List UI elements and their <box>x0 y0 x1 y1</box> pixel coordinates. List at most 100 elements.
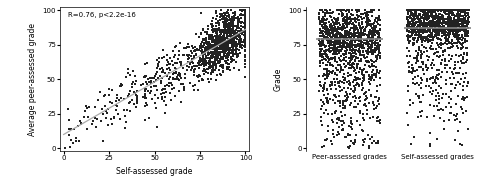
Point <box>124 109 132 112</box>
Point <box>133 100 141 103</box>
Point <box>242 28 250 31</box>
Point <box>328 41 336 43</box>
Point <box>217 33 225 36</box>
Point <box>214 35 222 37</box>
Point <box>416 13 424 16</box>
Point <box>418 9 426 11</box>
Point <box>416 30 424 33</box>
Point <box>434 20 442 23</box>
Point <box>208 47 216 50</box>
Point <box>370 33 378 36</box>
Point <box>212 31 220 34</box>
Point <box>122 120 130 123</box>
Point <box>456 9 464 11</box>
Point <box>222 20 230 23</box>
Point <box>331 26 339 29</box>
Point <box>358 21 366 23</box>
Point <box>414 53 422 56</box>
Point <box>236 13 244 16</box>
Point <box>362 102 370 105</box>
Point <box>200 61 208 64</box>
Point <box>120 109 128 112</box>
Point <box>212 11 220 14</box>
Point <box>223 29 231 32</box>
Point <box>354 33 362 36</box>
Point <box>450 22 458 25</box>
Point <box>207 36 215 39</box>
Point <box>332 22 340 25</box>
Point <box>218 56 226 59</box>
Point <box>356 67 364 70</box>
Point <box>242 43 250 46</box>
Point <box>346 44 354 47</box>
Point <box>426 9 434 12</box>
Point <box>322 68 330 71</box>
Point <box>333 134 341 136</box>
Point <box>457 60 465 63</box>
Point <box>62 146 70 149</box>
Point <box>440 28 448 31</box>
Point <box>173 77 181 80</box>
Point <box>426 30 434 33</box>
Point <box>232 25 239 28</box>
Point <box>409 37 417 39</box>
Point <box>158 87 166 90</box>
Point <box>457 27 465 30</box>
Point <box>438 41 446 44</box>
Point <box>342 53 350 56</box>
Point <box>436 20 444 23</box>
Point <box>429 29 437 32</box>
Point <box>420 51 428 54</box>
Point <box>403 24 411 27</box>
Point <box>218 39 226 42</box>
Point <box>439 18 447 21</box>
Point <box>442 36 450 39</box>
Point <box>356 25 364 28</box>
Point <box>409 30 417 33</box>
Point <box>453 44 461 47</box>
Point <box>442 31 450 33</box>
Point <box>240 33 248 36</box>
Point <box>450 26 458 29</box>
Point <box>128 82 136 85</box>
Point <box>224 35 232 37</box>
Point <box>373 45 381 48</box>
Point <box>360 68 368 71</box>
Point <box>445 101 453 104</box>
Point <box>242 39 250 42</box>
Point <box>457 77 465 80</box>
Point <box>375 44 383 47</box>
Point <box>408 28 416 31</box>
Point <box>328 113 336 116</box>
Point <box>214 42 222 45</box>
Point <box>415 13 423 16</box>
Point <box>228 11 236 14</box>
Point <box>376 77 384 80</box>
Point <box>188 57 196 60</box>
Point <box>364 21 372 24</box>
Point <box>444 21 452 24</box>
Point <box>340 40 348 43</box>
Point <box>220 17 228 20</box>
Point <box>367 47 375 50</box>
Point <box>350 62 358 65</box>
Point <box>356 59 364 62</box>
Point <box>219 38 227 41</box>
Point <box>242 33 250 36</box>
Point <box>405 9 413 11</box>
Point <box>418 30 426 33</box>
Point <box>240 30 248 33</box>
Point <box>333 35 341 38</box>
Point <box>242 29 250 32</box>
Point <box>432 24 440 27</box>
Point <box>456 17 464 20</box>
Point <box>235 35 243 38</box>
Point <box>344 132 352 135</box>
Point <box>339 12 347 15</box>
Point <box>418 24 426 27</box>
Point <box>453 22 461 25</box>
Point <box>242 38 250 41</box>
Point <box>363 51 371 54</box>
Point <box>229 31 237 33</box>
Point <box>228 49 236 52</box>
